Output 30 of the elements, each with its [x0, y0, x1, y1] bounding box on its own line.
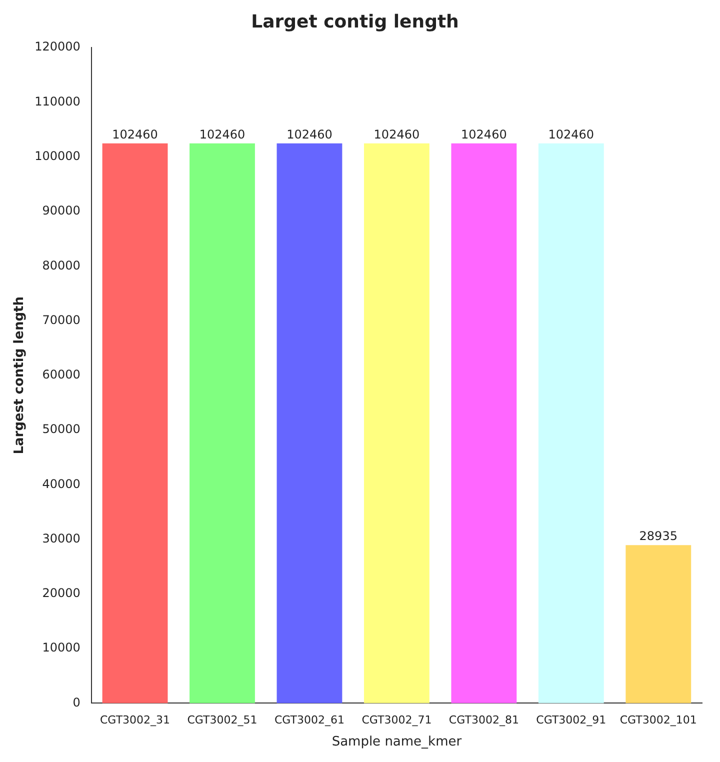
- x-tick-label: CGT3002_71: [362, 714, 432, 727]
- y-tick-label: 90000: [42, 204, 80, 218]
- x-tick-label: CGT3002_51: [187, 714, 258, 727]
- data-label: 102460: [199, 128, 246, 142]
- y-tick-label: 50000: [42, 422, 80, 436]
- x-tick-label: CGT3002_61: [274, 714, 344, 727]
- x-axis-title: Sample name_kmer: [332, 734, 462, 750]
- data-label: 102460: [374, 128, 420, 142]
- data-label: 102460: [461, 128, 507, 142]
- x-tick-label: CGT3002_101: [620, 714, 697, 727]
- y-tick-label: 70000: [42, 312, 80, 327]
- y-tick-label: 40000: [42, 476, 80, 491]
- data-label: 28935: [639, 529, 678, 544]
- y-tick-label: 120000: [34, 40, 80, 54]
- y-tick-label: 80000: [42, 258, 80, 272]
- y-tick-label: 20000: [42, 586, 80, 600]
- x-tick-label: CGT3002_81: [448, 714, 519, 727]
- data-label: 102460: [286, 128, 332, 142]
- y-tick-label: 30000: [42, 531, 80, 546]
- y-tick-label: 60000: [42, 368, 80, 382]
- chart-title: Larget contig length: [251, 11, 459, 32]
- x-tick-label: CGT3002_31: [100, 714, 170, 727]
- data-label: 102460: [548, 128, 594, 142]
- y-axis-title: Largest contig length: [12, 296, 28, 454]
- y-tick-label: 100000: [34, 148, 80, 163]
- data-label: 102460: [112, 128, 158, 142]
- y-tick-label: 0: [72, 695, 80, 710]
- y-tick-label: 10000: [42, 640, 80, 655]
- y-tick-label: 110000: [34, 94, 80, 108]
- x-tick-label: CGT3002_91: [536, 714, 606, 727]
